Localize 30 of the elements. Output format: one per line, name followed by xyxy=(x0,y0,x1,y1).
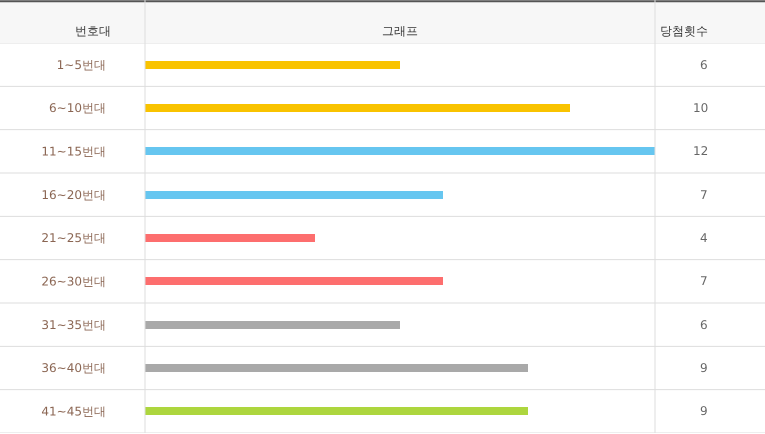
y-tick-label: 26~30번대 xyxy=(41,274,106,289)
bar xyxy=(145,234,315,242)
data-label: 6 xyxy=(700,318,708,332)
bar xyxy=(145,321,400,329)
y-tick-label: 6~10번대 xyxy=(49,101,106,116)
bar xyxy=(145,61,400,69)
y-axis-title: 번호대 xyxy=(75,24,111,38)
data-label: 6 xyxy=(700,58,708,72)
data-label: 9 xyxy=(700,361,708,375)
data-label: 10 xyxy=(693,101,708,115)
bar xyxy=(145,407,528,415)
data-label: 7 xyxy=(700,188,708,202)
y-tick-label: 1~5번대 xyxy=(56,58,106,72)
y-tick-label: 31~35번대 xyxy=(41,318,106,332)
data-label: 12 xyxy=(693,144,708,158)
y-tick-label: 41~45번대 xyxy=(41,404,106,419)
y-tick-label: 11~15번대 xyxy=(41,144,106,159)
data-label: 4 xyxy=(700,231,708,245)
y-tick-label: 16~20번대 xyxy=(41,188,106,202)
chart-title: 그래프 xyxy=(382,24,418,38)
data-label: 7 xyxy=(700,274,708,288)
bar xyxy=(145,147,655,155)
bar xyxy=(145,104,570,112)
bar xyxy=(145,277,443,285)
y-tick-label: 21~25번대 xyxy=(41,231,106,246)
data-label: 9 xyxy=(700,404,708,418)
bar xyxy=(145,364,528,372)
y-tick-label: 36~40번대 xyxy=(41,361,106,376)
bar xyxy=(145,191,443,199)
text: 당첨횟수 xyxy=(660,24,708,38)
